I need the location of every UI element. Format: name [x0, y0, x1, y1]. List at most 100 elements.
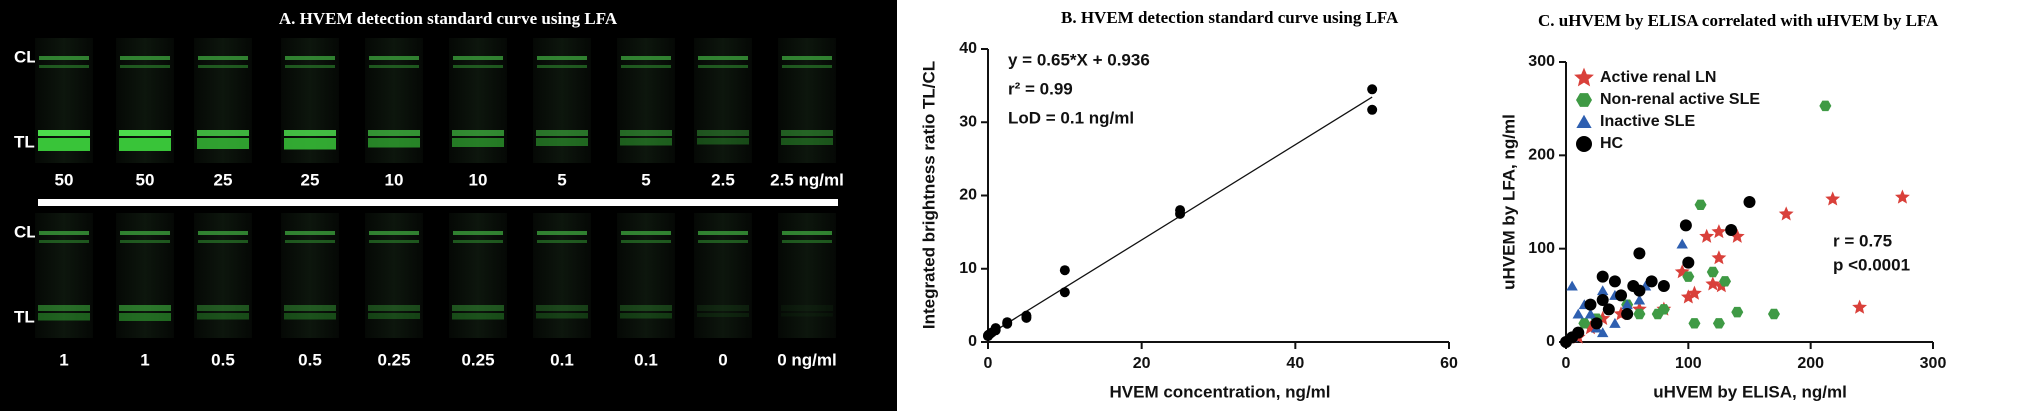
control-band [453, 56, 503, 60]
test-band [38, 130, 90, 136]
concentration-label: 50 [136, 170, 155, 189]
test-band [119, 138, 171, 151]
point [1621, 308, 1634, 320]
control-band [537, 56, 587, 60]
test-band [536, 313, 588, 319]
test-band [781, 313, 833, 317]
concentration-label: 0.5 [211, 350, 235, 369]
y-tick-label: 200 [1528, 147, 1555, 164]
control-band [39, 65, 89, 68]
legend-label: Non-renal active SLE [1600, 91, 1760, 108]
concentration-label: 1 [140, 350, 149, 369]
legend-label: Inactive SLE [1600, 113, 1695, 130]
point [1680, 289, 1696, 304]
test-band [38, 313, 90, 321]
test-band [452, 313, 504, 320]
concentration-label: 25 [301, 170, 320, 189]
control-band [453, 231, 503, 235]
control-band [621, 240, 671, 243]
test-band [284, 130, 336, 136]
row-label: CL [14, 47, 37, 66]
point [1676, 238, 1688, 249]
point [1572, 308, 1584, 319]
y-tick-label: 20 [959, 187, 977, 204]
point [1633, 294, 1646, 305]
legend-marker [1574, 67, 1594, 87]
y-tick-label: 0 [1546, 333, 1555, 350]
test-band [368, 305, 420, 311]
point [1688, 318, 1701, 329]
legend-label: HC [1600, 135, 1624, 152]
point [1645, 275, 1658, 288]
test-band [284, 313, 336, 320]
control-band [782, 240, 832, 243]
test-band [38, 305, 90, 311]
concentration-label: 0 ng/ml [777, 350, 837, 369]
point [1711, 250, 1727, 265]
control-band [537, 240, 587, 243]
test-band [781, 130, 833, 136]
annotation: LoD = 0.1 ng/ml [1008, 108, 1134, 127]
point [990, 323, 1001, 334]
x-tick-label: 200 [1797, 355, 1824, 372]
point [1687, 285, 1702, 300]
test-band [119, 130, 171, 136]
test-band [368, 313, 420, 319]
control-band [120, 240, 170, 243]
concentration-label: 25 [214, 170, 233, 189]
point [1367, 104, 1378, 115]
point [1002, 317, 1013, 328]
concentration-label: 50 [55, 170, 74, 189]
test-band [697, 305, 749, 311]
point [1679, 219, 1692, 232]
legend-marker [1576, 136, 1592, 152]
test-band [119, 305, 171, 311]
control-band [782, 231, 832, 235]
test-band [197, 305, 249, 311]
point [1729, 228, 1745, 243]
control-band [285, 240, 335, 243]
test-band [452, 305, 504, 311]
control-band [698, 56, 748, 60]
test-band [197, 138, 249, 149]
control-band [198, 231, 248, 235]
point [1059, 265, 1070, 276]
control-band [198, 56, 248, 60]
concentration-label: 5 [641, 170, 650, 189]
point [1743, 196, 1756, 208]
control-band [285, 231, 335, 235]
control-band [698, 240, 748, 243]
control-band [698, 65, 748, 68]
point [1699, 228, 1715, 243]
row-label: CL [14, 222, 37, 241]
y-axis-label: uHVEM by LFA, ng/ml [1499, 114, 1518, 290]
control-band [369, 56, 419, 60]
test-band [697, 130, 749, 136]
control-band [39, 56, 89, 60]
point [1566, 280, 1578, 291]
point [1657, 280, 1670, 292]
concentration-label: 0.25 [377, 350, 410, 369]
control-band [39, 240, 89, 243]
control-band [621, 56, 671, 60]
annotation: p <0.0001 [1833, 255, 1910, 274]
test-band [620, 138, 672, 146]
point [1731, 306, 1744, 318]
point [1596, 270, 1609, 283]
annotation: r = 0.75 [1833, 231, 1892, 250]
concentration-label: 1 [59, 350, 68, 369]
test-band [284, 305, 336, 311]
concentration-label: 0.1 [634, 350, 658, 369]
point [1711, 224, 1727, 239]
point [1819, 100, 1832, 112]
x-tick-label: 300 [1920, 355, 1947, 372]
concentration-label: 0.1 [550, 350, 574, 369]
test-band [781, 305, 833, 311]
test-band [452, 130, 504, 136]
test-band [119, 313, 171, 321]
point [1633, 308, 1646, 320]
point [1651, 308, 1664, 320]
test-band [536, 130, 588, 136]
point [1021, 310, 1032, 321]
test-band [197, 130, 249, 136]
